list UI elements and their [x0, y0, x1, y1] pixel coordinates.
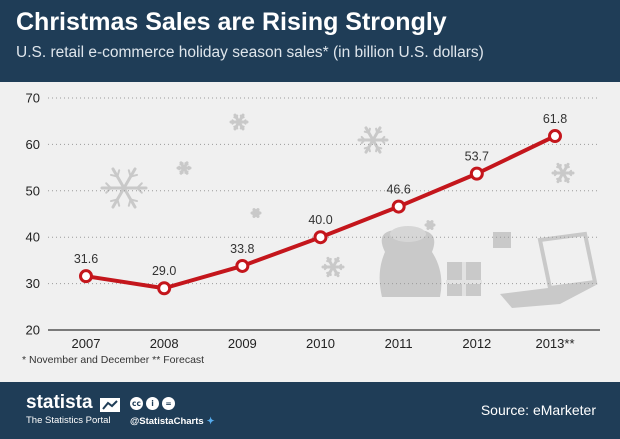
- x-tick-label: 2012: [462, 336, 491, 351]
- snowflake-icon: [357, 126, 389, 154]
- chart-title: Christmas Sales are Rising Strongly: [16, 8, 447, 36]
- y-tick-label: 50: [26, 183, 40, 198]
- snowflake-icon: [176, 161, 192, 175]
- y-tick-label: 20: [26, 323, 40, 338]
- y-tick-label: 70: [26, 91, 40, 106]
- statista-logo-icon: [100, 398, 120, 412]
- data-point: [548, 129, 562, 144]
- data-point: [313, 230, 328, 245]
- x-axis: 2007 2008 2009 2010 2011 2012 2013**: [72, 336, 575, 351]
- data-labels: 31.6 29.0 33.8 40.0 46.6 53.7 61.8: [74, 112, 567, 278]
- x-tick-label: 2007: [72, 336, 101, 351]
- y-tick-label: 40: [26, 230, 40, 245]
- y-tick-label: 30: [26, 276, 40, 291]
- data-points: [79, 129, 562, 296]
- background-decorations: [100, 113, 598, 308]
- gift-sack-icon: [379, 226, 442, 297]
- cc-icon: cc: [130, 397, 143, 410]
- x-tick-label: 2008: [150, 336, 179, 351]
- x-tick-label: 2009: [228, 336, 257, 351]
- x-tick-label: 2010: [306, 336, 335, 351]
- footer: statista The Statistics Portal cc i = @S…: [0, 382, 620, 439]
- source-note: Source: eMarketer: [480, 402, 596, 418]
- data-label: 40.0: [308, 213, 332, 227]
- snowflake-icon: [100, 167, 148, 209]
- snowflake-icon: [551, 162, 575, 184]
- chart-subtitle: U.S. retail e-commerce holiday season sa…: [16, 44, 484, 61]
- data-label: 33.8: [230, 242, 254, 256]
- twitter-handle-text: @StatistaCharts: [130, 416, 204, 427]
- no-derivatives-icon: =: [162, 397, 175, 410]
- footnote: * November and December ** Forecast: [22, 354, 205, 366]
- laptop-icon: [500, 231, 598, 308]
- data-label: 61.8: [543, 112, 567, 126]
- attribution-icon: i: [146, 397, 159, 410]
- data-point: [469, 166, 484, 181]
- data-label: 46.6: [386, 183, 410, 197]
- gift-box-icon: [446, 232, 511, 296]
- data-point: [157, 281, 172, 296]
- snowflake-icon: [321, 256, 345, 278]
- snowflake-icon: [250, 208, 262, 218]
- y-axis: 20 30 40 50 60 70: [26, 91, 40, 338]
- license-icons[interactable]: cc i =: [130, 397, 175, 410]
- x-tick-label: 2011: [385, 336, 413, 351]
- twitter-handle[interactable]: @StatistaCharts ✦: [130, 416, 215, 427]
- header: Christmas Sales are Rising Strongly U.S.…: [0, 0, 620, 82]
- data-label: 29.0: [152, 264, 176, 278]
- x-tick-label: 2013**: [535, 336, 574, 351]
- snowflake-icon: [424, 220, 436, 230]
- y-tick-label: 60: [26, 137, 40, 152]
- snowflake-icon: [229, 113, 249, 131]
- data-point: [235, 258, 250, 273]
- brand-tagline: The Statistics Portal: [26, 415, 111, 426]
- data-point: [79, 269, 93, 284]
- data-label: 53.7: [465, 150, 489, 164]
- line-chart: 20 30 40 50 60 70 2007 2008 2009 2010 2011 2012 201…: [26, 91, 600, 351]
- twitter-bird-icon: ✦: [206, 416, 215, 427]
- statista-logo[interactable]: statista: [26, 392, 93, 413]
- data-label: 31.6: [74, 252, 98, 266]
- data-point: [391, 199, 406, 214]
